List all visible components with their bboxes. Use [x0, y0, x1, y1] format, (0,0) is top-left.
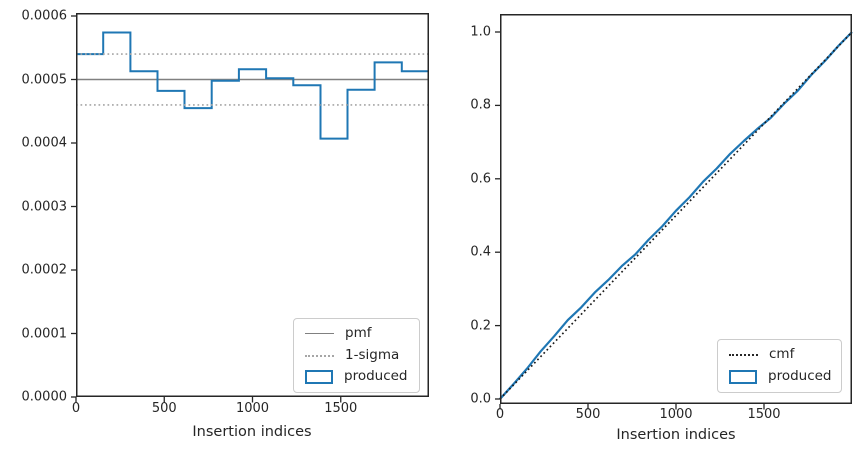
x-tick-label-left: 1500 [324, 401, 358, 416]
legend-item-pmf: pmf [305, 326, 408, 342]
legend-left: pmf 1-sigma produced [293, 318, 420, 393]
x-tick-label-left: 1000 [235, 401, 270, 416]
legend-label: 1-sigma [345, 346, 400, 363]
y-tick-label-right: 0.0 [470, 391, 491, 407]
legend-label: cmf [769, 346, 795, 363]
axes-spines-left [76, 13, 429, 397]
legend-label: produced [344, 368, 408, 385]
axes-spines-right [500, 14, 852, 404]
y-tick-label-left: 0.0000 [21, 389, 68, 405]
y-tick-label-left: 0.0004 [21, 135, 68, 151]
y-tick-label-right: 0.8 [470, 97, 491, 113]
legend-item-produced: produced [729, 368, 832, 385]
x-tick-label-right: 1000 [659, 407, 693, 422]
x-tick-label-right: 0 [495, 407, 505, 422]
produced-cmf-line [499, 31, 853, 400]
y-tick-label-left: 0.0005 [21, 72, 68, 87]
x-axis-label-left: Insertion indices [192, 424, 312, 440]
x-tick-label-right: 1500 [747, 407, 781, 422]
legend-item-cmf: cmf [729, 347, 830, 363]
y-tick-label-left: 0.0003 [21, 199, 68, 214]
x-tick-label-right: 500 [575, 407, 601, 422]
legend-swatch-rect-blue [305, 370, 333, 385]
y-tick-label-right: 0.6 [470, 171, 491, 187]
y-tick-label-right: 0.4 [470, 244, 491, 260]
legend-swatch-rect-blue [729, 370, 757, 384]
legend-label: produced [768, 368, 832, 385]
legend-item-1-sigma: 1-sigma [305, 348, 408, 364]
cmf-line [499, 31, 853, 400]
y-tick-label-left: 0.0001 [21, 326, 68, 341]
x-axis-label-right: Insertion indices [616, 427, 736, 443]
y-tick-label-right: 0.2 [470, 318, 491, 334]
cmf-line-plot-area [495, 14, 853, 410]
y-tick-label-left: 0.0002 [21, 262, 68, 278]
legend-item-produced: produced [305, 369, 408, 385]
x-tick-label-left: 500 [151, 401, 177, 416]
y-tick-label-right: 1.0 [470, 24, 491, 40]
y-tick-label-left: 0.0006 [21, 8, 68, 24]
legend-label: pmf [345, 325, 372, 342]
produced-step-line [76, 31, 429, 140]
pmf-histogram-plot-area [71, 13, 429, 403]
legend-right: cmf produced [717, 339, 842, 393]
legend-swatch-line-solid-gray [305, 333, 334, 335]
legend-swatch-line-dotted-black [729, 354, 758, 356]
x-tick-label-left: 0 [71, 401, 81, 416]
legend-swatch-line-dotted-gray [305, 354, 334, 357]
